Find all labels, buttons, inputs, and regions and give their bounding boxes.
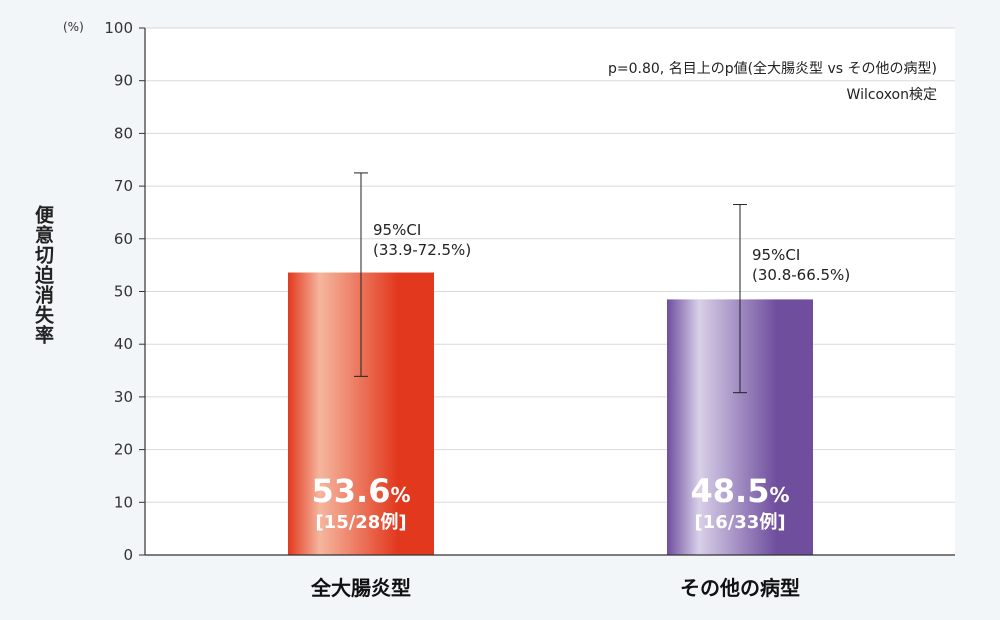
error-bars — [354, 172, 747, 394]
bar-value-unit-1: % — [390, 483, 411, 507]
y-tick-label: 100 — [104, 19, 133, 37]
bar-value-label-1: 53.6% [15/28例] — [286, 474, 436, 534]
bar-value-label-2: 48.5% [16/33例] — [665, 474, 815, 534]
ci-title-2: 95%CI — [752, 246, 801, 264]
y-tick-label: 10 — [114, 493, 133, 511]
y-ticks: 0 10 20 30 40 50 60 70 80 90 100 — [104, 19, 145, 564]
gridlines — [145, 27, 955, 503]
category-label-2: その他の病型 — [680, 576, 800, 600]
bar-value-unit-2: % — [769, 483, 790, 507]
bar-n-2: [16/33例] — [694, 512, 786, 533]
y-unit: (%) — [63, 20, 84, 34]
y-axis-label: 便意切迫消失率 — [32, 205, 54, 345]
y-tick-label: 50 — [114, 283, 133, 301]
y-tick-label: 0 — [123, 546, 133, 564]
y-tick-label: 70 — [114, 177, 133, 195]
y-tick-label: 40 — [114, 335, 133, 353]
ci-label-2: 95%CI (30.8-66.5%) — [752, 245, 850, 285]
ci-label-1: 95%CI (33.9-72.5%) — [373, 220, 471, 260]
ci-title-1: 95%CI — [373, 221, 422, 239]
ci-range-2: (30.8-66.5%) — [752, 266, 851, 284]
y-tick-label: 20 — [114, 441, 133, 459]
y-tick-label: 80 — [114, 124, 133, 142]
test-method-note: Wilcoxon検定 — [846, 87, 937, 103]
y-tick-label: 60 — [114, 230, 133, 248]
p-value-note: p=0.80, 名目上のp値(全大腸炎型 vs その他の病型) — [608, 61, 937, 77]
bar-value-2: 48.5 — [690, 472, 770, 510]
y-tick-label: 90 — [114, 72, 133, 90]
ci-range-1: (33.9-72.5%) — [373, 241, 472, 259]
bar-n-1: [15/28例] — [315, 512, 407, 533]
bar-value-1: 53.6 — [311, 472, 391, 510]
y-tick-label: 30 — [114, 388, 133, 406]
category-label-1: 全大腸炎型 — [311, 576, 411, 600]
bars — [288, 272, 813, 555]
